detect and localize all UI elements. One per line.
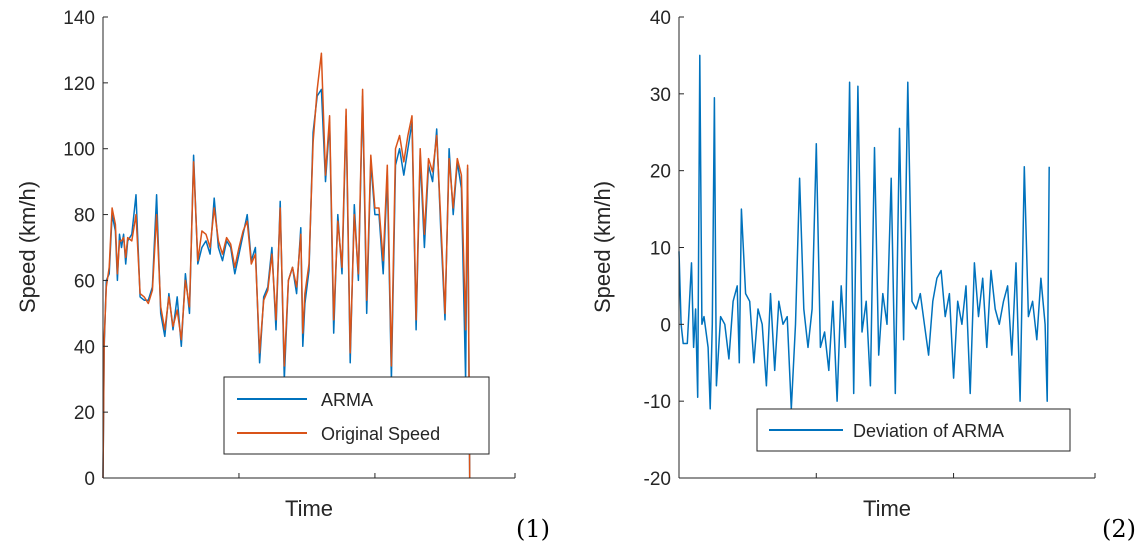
- y-tick-label-2-3: 10: [650, 239, 671, 260]
- y-tick-label-2-6: 40: [650, 8, 671, 29]
- chart-panel-2: -20 -10 0 10 20 30 40 Time Speed (km/h) Deviat…: [590, 8, 1136, 543]
- legend-label-arma: ARMA: [321, 390, 373, 410]
- y-tick-label-1-5: 100: [63, 140, 95, 161]
- legend-label-original: Original Speed: [321, 424, 440, 444]
- x-ticks-2: [815, 473, 1096, 478]
- series-layer-1: [102, 52, 471, 479]
- legend-2: Deviation of ARMA: [756, 408, 1071, 452]
- y-ticks-1: 0 20 40 60 80 100 120 140: [63, 8, 108, 490]
- y-tick-label-2-2: 0: [660, 315, 671, 336]
- y-tick-label-1-1: 20: [74, 403, 95, 424]
- series-line-2-0: [678, 54, 1050, 410]
- panel-tag-2: (2): [1102, 515, 1136, 543]
- y-tick-label-2-0: -20: [644, 469, 671, 490]
- y-tick-label-2-1: -10: [644, 392, 671, 413]
- series-line-1-1: [102, 52, 471, 479]
- legend-1: ARMA Original Speed: [223, 376, 490, 455]
- series-line-1-0: [102, 88, 471, 479]
- y-tick-label-1-7: 140: [63, 8, 95, 29]
- series-layer-2: [678, 54, 1050, 410]
- y-tick-label-2-4: 20: [650, 162, 671, 183]
- y-tick-label-1-0: 0: [84, 469, 95, 490]
- panel-tag-1: (1): [516, 515, 550, 543]
- y-tick-label-1-4: 80: [74, 206, 95, 227]
- x-ticks-1: [238, 473, 516, 478]
- y-axis-label-2: Speed (km/h): [590, 181, 615, 313]
- y-tick-label-1-6: 120: [63, 74, 95, 95]
- y-axis-label-1: Speed (km/h): [15, 181, 40, 313]
- y-tick-label-1-3: 60: [74, 271, 95, 292]
- x-axis-label-2: Time: [863, 496, 911, 521]
- plot-area-2: [679, 17, 1095, 478]
- y-tick-label-1-2: 40: [74, 337, 95, 358]
- y-tick-label-2-5: 30: [650, 85, 671, 106]
- x-axis-label-1: Time: [285, 496, 333, 521]
- chart-panel-1: 0 20 40 60 80 100 120 140 Time Speed (km/h) ARM…: [15, 8, 550, 543]
- y-ticks-2: -20 -10 0 10 20 30 40: [644, 8, 684, 490]
- legend-box-1: [223, 376, 490, 455]
- legend-label-deviation: Deviation of ARMA: [853, 421, 1004, 441]
